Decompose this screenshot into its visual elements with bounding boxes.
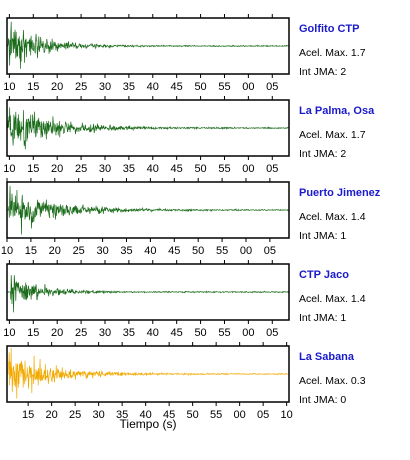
- panel-frame: [6, 99, 290, 157]
- tick-label: 35: [123, 327, 135, 339]
- tick-label: 25: [69, 409, 81, 421]
- tick-label: 15: [27, 81, 39, 93]
- station-panel: 10 15 20 25 30 35 40 45 50 55 00 05 La Palma, Osa Ace…: [3, 96, 375, 175]
- tick-label: 35: [123, 163, 135, 175]
- tick-label: 00: [242, 81, 254, 93]
- tick-label: 55: [218, 81, 230, 93]
- accel-max-label: Acel. Max. 1.7: [299, 129, 366, 141]
- jma-intensity-label: Int JMA: 1: [299, 230, 346, 242]
- tick-label: 15: [27, 327, 39, 339]
- station-panel: 10 15 20 25 30 35 40 45 50 55 00 05 Puerto Jimenez Ac…: [1, 178, 381, 257]
- tick-label: 05: [266, 163, 278, 175]
- waveform-trace: [6, 185, 290, 235]
- tick-label: 30: [99, 327, 111, 339]
- tick-label: 55: [218, 327, 230, 339]
- tick-label: 45: [171, 327, 183, 339]
- tick-label: 35: [120, 245, 132, 257]
- tick-label: 50: [187, 409, 199, 421]
- tick-label: 20: [51, 81, 63, 93]
- tick-label: 30: [96, 245, 108, 257]
- seismogram-panels: 10 15 20 25 30 35 40 45 50 55 00 05 Golfito CTP Acel.…: [1, 14, 381, 421]
- tick-label: 50: [194, 327, 206, 339]
- panel-frame: [6, 17, 290, 75]
- tick-label: 50: [194, 163, 206, 175]
- waveform-trace: [6, 107, 290, 150]
- tick-label: 20: [51, 163, 63, 175]
- jma-intensity-label: Int JMA: 2: [299, 148, 346, 160]
- tick-label: 40: [140, 409, 152, 421]
- accel-max-label: Acel. Max. 0.3: [299, 375, 366, 387]
- tick-label: 30: [93, 409, 105, 421]
- station-name: La Sabana: [299, 351, 355, 363]
- tick-label: 00: [240, 245, 252, 257]
- jma-intensity-label: Int JMA: 1: [299, 312, 346, 324]
- tick-label: 55: [210, 409, 222, 421]
- tick-label: 00: [242, 163, 254, 175]
- tick-label: 50: [192, 245, 204, 257]
- tick-label: 10: [3, 163, 15, 175]
- tick-label: 05: [264, 245, 276, 257]
- tick-label: 05: [257, 409, 269, 421]
- station-name: Golfito CTP: [299, 23, 360, 35]
- station-panel: 15 20 25 30 35 40 45 50 55 00 05 10 La Sabana Acel. M…: [6, 342, 366, 421]
- tick-label: 15: [27, 163, 39, 175]
- tick-label: 30: [99, 81, 111, 93]
- tick-label: 00: [242, 327, 254, 339]
- tick-label: 25: [75, 163, 87, 175]
- tick-label: 05: [266, 81, 278, 93]
- accel-max-label: Acel. Max. 1.4: [299, 211, 366, 223]
- tick-label: 40: [147, 327, 159, 339]
- tick-label: 20: [46, 409, 58, 421]
- tick-label: 00: [234, 409, 246, 421]
- tick-label: 45: [163, 409, 175, 421]
- tick-label: 10: [1, 245, 13, 257]
- tick-label: 45: [168, 245, 180, 257]
- tick-label: 45: [171, 81, 183, 93]
- tick-label: 35: [123, 81, 135, 93]
- panel-frame: [6, 263, 290, 321]
- panel-frame: [6, 181, 290, 239]
- waveform-trace: [6, 21, 289, 69]
- tick-label: 40: [144, 245, 156, 257]
- station-name: La Palma, Osa: [299, 105, 375, 117]
- tick-label: 15: [22, 409, 34, 421]
- station-panel: 10 15 20 25 30 35 40 45 50 55 00 05 CTP Jaco Acel. Ma…: [3, 260, 366, 339]
- tick-label: 50: [194, 81, 206, 93]
- tick-label: 40: [147, 81, 159, 93]
- x-axis-label: Tiempo (s): [120, 417, 177, 431]
- tick-label: 15: [25, 245, 37, 257]
- waveform-trace: [6, 275, 290, 313]
- tick-label: 20: [49, 245, 61, 257]
- tick-label: 25: [75, 327, 87, 339]
- tick-label: 40: [147, 163, 159, 175]
- station-name: CTP Jaco: [299, 269, 349, 281]
- tick-label: 05: [266, 327, 278, 339]
- tick-label: 10: [281, 409, 293, 421]
- tick-label: 55: [218, 163, 230, 175]
- tick-label: 25: [75, 81, 87, 93]
- jma-intensity-label: Int JMA: 2: [299, 66, 346, 78]
- panel-frame: [6, 345, 290, 403]
- tick-label: 45: [171, 163, 183, 175]
- jma-intensity-label: Int JMA: 0: [299, 394, 346, 406]
- station-panel: 10 15 20 25 30 35 40 45 50 55 00 05 Golfito CTP Acel.…: [3, 14, 366, 93]
- accel-max-label: Acel. Max. 1.4: [299, 293, 366, 305]
- tick-label: 10: [3, 327, 15, 339]
- waveform-trace: [6, 347, 290, 399]
- accel-max-label: Acel. Max. 1.7: [299, 47, 366, 59]
- tick-label: 30: [99, 163, 111, 175]
- tick-label: 35: [116, 409, 128, 421]
- station-name: Puerto Jimenez: [299, 187, 381, 199]
- tick-label: 10: [3, 81, 15, 93]
- tick-label: 20: [51, 327, 63, 339]
- tick-label: 25: [73, 245, 85, 257]
- tick-label: 55: [216, 245, 228, 257]
